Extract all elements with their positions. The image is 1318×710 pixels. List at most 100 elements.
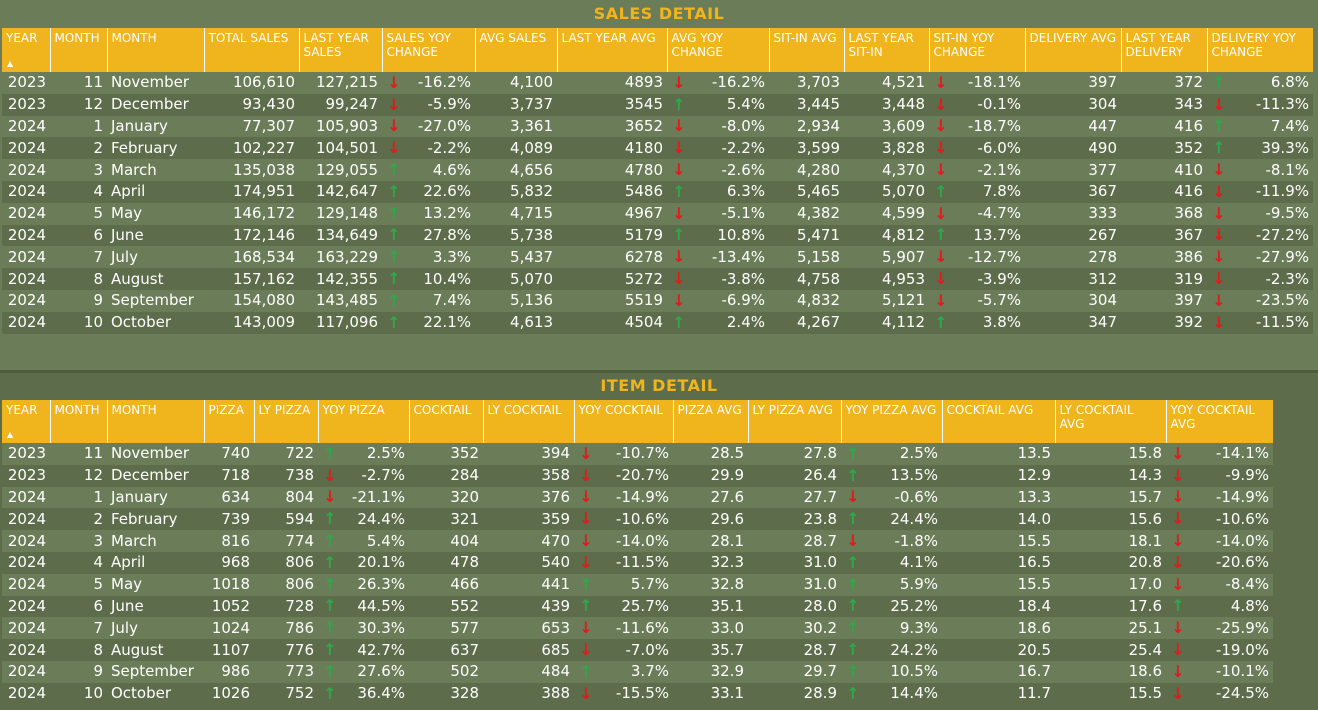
item-col-header[interactable]: YOY PIZZA	[318, 400, 410, 443]
table-row[interactable]: 2023 12 December 718 738 ↓ -2.7% 284 358 ↓ -20.7% 2…	[2, 464, 1273, 487]
item-col-header[interactable]: LY PIZZA AVG	[748, 400, 842, 443]
arrow-down-icon: ↓	[934, 94, 948, 114]
value-cell: 33.1	[673, 682, 748, 705]
change-value: 42.7%	[357, 640, 405, 659]
arrow-down-icon: ↓	[1212, 269, 1226, 289]
value-cell: 154,080	[204, 289, 299, 312]
change-cell: ↓ -18.7%	[929, 115, 1025, 138]
arrow-up-icon: ↑	[846, 618, 860, 638]
value-cell: 4,758	[769, 268, 844, 290]
sort-ascending-icon[interactable]: ▲	[7, 59, 14, 68]
sales-col-header[interactable]: TOTAL SALES	[204, 28, 300, 72]
arrow-up-icon: ↑	[579, 574, 593, 594]
sales-col-header[interactable]: DELIVERY YOY CHANGE	[1207, 28, 1313, 72]
item-col-header[interactable]: YOY COCKTAIL	[574, 400, 674, 443]
arrow-up-icon: ↑	[387, 160, 401, 180]
item-col-header[interactable]: COCKTAIL	[409, 400, 484, 443]
arrow-down-icon: ↓	[672, 72, 686, 92]
table-row[interactable]: 2024 9 September 154,080 143,485 ↑ 7.4% 5,136 55…	[2, 289, 1313, 312]
change-cell: ↑ 22.6%	[382, 180, 475, 203]
value-cell: 2024	[2, 682, 50, 705]
table-row[interactable]: 2024 9 September 986 773 ↑ 27.6% 502 484 ↑ 3.7% 32.…	[2, 660, 1273, 683]
sort-ascending-icon[interactable]: ▲	[7, 430, 14, 439]
change-value: -10.6%	[615, 509, 669, 528]
value-cell: 15.5	[1055, 682, 1166, 705]
change-value: -10.7%	[615, 444, 669, 463]
sales-col-header[interactable]: MONTH	[107, 28, 205, 72]
change-cell: ↓ -5.9%	[382, 93, 475, 116]
change-cell: ↑ 7.8%	[929, 180, 1025, 203]
value-cell: 4,267	[769, 311, 844, 334]
table-row[interactable]: 2024 8 August 1107 776 ↑ 42.7% 637 685 ↓ -7.0% 35.7…	[2, 639, 1273, 661]
value-cell: 739	[204, 508, 254, 531]
value-cell: 5,121	[844, 289, 929, 312]
item-col-header[interactable]: MONTH	[107, 400, 205, 443]
sales-col-header[interactable]: SALES YOY CHANGE	[382, 28, 476, 72]
change-value: -5.7%	[977, 291, 1021, 310]
value-cell: 3,828	[844, 137, 929, 160]
table-row[interactable]: 2023 12 December 93,430 99,247 ↓ -5.9% 3,737 354…	[2, 93, 1313, 116]
change-value: 2.5%	[899, 444, 938, 463]
table-row[interactable]: 2023 11 November 740 722 ↑ 2.5% 352 394 ↓ -10.7% 28…	[2, 443, 1273, 465]
table-row[interactable]: 2024 7 July 168,534 163,229 ↑ 3.3% 5,437 6278 ↓ -1…	[2, 246, 1313, 269]
arrow-down-icon: ↓	[1171, 661, 1185, 681]
table-row[interactable]: 2024 1 January 634 804 ↓ -21.1% 320 376 ↓ -14.9% 27…	[2, 486, 1273, 509]
panel-divider	[0, 370, 1318, 373]
table-row[interactable]: 2024 6 June 172,146 134,649 ↑ 27.8% 5,738 5179 ↑ 1…	[2, 224, 1313, 247]
table-row[interactable]: 2024 3 March 135,038 129,055 ↑ 4.6% 4,656 4780 ↓ -…	[2, 159, 1313, 181]
change-cell: ↓ -20.7%	[574, 464, 673, 487]
change-cell: ↓ -10.6%	[574, 508, 673, 531]
table-row[interactable]: 2024 2 February 102,227 104,501 ↓ -2.2% 4,089 41…	[2, 137, 1313, 160]
sales-col-header[interactable]: AVG SALES	[475, 28, 558, 72]
arrow-up-icon: ↑	[323, 552, 337, 572]
table-row[interactable]: 2024 7 July 1024 786 ↑ 30.3% 577 653 ↓ -11.6% 33.0 3…	[2, 617, 1273, 640]
sales-col-header[interactable]: MONTH	[50, 28, 108, 72]
table-row[interactable]: 2024 1 January 77,307 105,903 ↓ -27.0% 3,361 365…	[2, 115, 1313, 138]
table-row[interactable]: 2024 10 October 1026 752 ↑ 36.4% 328 388 ↓ -15.5% 3…	[2, 682, 1273, 705]
sales-col-header[interactable]: SIT-IN AVG	[769, 28, 845, 72]
table-row[interactable]: 2024 2 February 739 594 ↑ 24.4% 321 359 ↓ -10.6% 29…	[2, 508, 1273, 531]
arrow-down-icon: ↓	[579, 465, 593, 485]
sales-col-header[interactable]: LAST YEAR DELIVERY	[1121, 28, 1208, 72]
item-col-header[interactable]: YEAR ▲	[2, 400, 51, 443]
item-col-header[interactable]: YOY PIZZA AVG	[841, 400, 943, 443]
table-row[interactable]: 2024 4 April 174,951 142,647 ↑ 22.6% 5,832 5486 ↑…	[2, 180, 1313, 203]
item-col-header[interactable]: LY COCKTAIL	[483, 400, 575, 443]
sales-col-header[interactable]: AVG YOY CHANGE	[667, 28, 770, 72]
value-cell: 816	[204, 530, 254, 552]
sales-col-header[interactable]: LAST YEAR SALES	[299, 28, 383, 72]
table-row[interactable]: 2024 4 April 968 806 ↑ 20.1% 478 540 ↓ -11.5% 32.3 3…	[2, 551, 1273, 574]
change-cell: ↑ 25.7%	[574, 595, 673, 618]
item-col-header[interactable]: LY PIZZA	[254, 400, 319, 443]
item-col-header[interactable]: PIZZA AVG	[673, 400, 749, 443]
sales-col-header[interactable]: YEAR ▲	[2, 28, 51, 72]
month-name-cell: November	[107, 443, 204, 465]
arrow-up-icon: ↑	[1171, 596, 1185, 616]
table-row[interactable]: 2024 3 March 816 774 ↑ 5.4% 404 470 ↓ -14.0% 28.1 28…	[2, 530, 1273, 552]
sales-col-header[interactable]: DELIVERY AVG	[1025, 28, 1122, 72]
table-row[interactable]: 2024 5 May 146,172 129,148 ↑ 13.2% 4,715 4967 ↓ -5…	[2, 202, 1313, 225]
table-row[interactable]: 2024 8 August 157,162 142,355 ↑ 10.4% 5,070 5272…	[2, 268, 1313, 290]
item-col-header[interactable]: PIZZA	[204, 400, 255, 443]
table-row[interactable]: 2023 11 November 106,610 127,215 ↓ -16.2% 4,100…	[2, 72, 1313, 94]
item-col-header[interactable]: LY COCKTAIL AVG	[1055, 400, 1167, 443]
table-row[interactable]: 2024 5 May 1018 806 ↑ 26.3% 466 441 ↑ 5.7% 32.8 31.0…	[2, 573, 1273, 596]
sales-col-header[interactable]: LAST YEAR SIT-IN	[844, 28, 930, 72]
month-name-cell: October	[107, 682, 204, 705]
table-row[interactable]: 2024 6 June 1052 728 ↑ 44.5% 552 439 ↑ 25.7% 35.1 28…	[2, 595, 1273, 618]
change-value: -8.1%	[1265, 160, 1309, 179]
item-detail-table[interactable]: YEAR ▲ MONTH MONTH PIZZA LY PIZZA YOY PIZZA COC…	[2, 400, 1273, 705]
value-cell: 106,610	[204, 72, 299, 94]
change-cell: ↑ 6.3%	[667, 180, 769, 203]
sales-col-header-label: SIT-IN YOY CHANGE	[933, 31, 995, 59]
item-col-header[interactable]: COCKTAIL AVG	[942, 400, 1056, 443]
table-row[interactable]: 2024 10 October 143,009 117,096 ↑ 22.1% 4,613 45…	[2, 311, 1313, 334]
sales-detail-table[interactable]: YEAR ▲ MONTH MONTH TOTAL SALES LAST YEAR SALE…	[2, 28, 1313, 334]
value-cell: 804	[254, 486, 318, 509]
sales-col-header[interactable]: LAST YEAR AVG	[557, 28, 668, 72]
item-col-header[interactable]: MONTH	[50, 400, 108, 443]
value-cell: 172,146	[204, 224, 299, 247]
item-col-header[interactable]: YOY COCKTAIL AVG	[1166, 400, 1273, 443]
change-value: -14.0%	[1215, 531, 1269, 550]
sales-col-header[interactable]: SIT-IN YOY CHANGE	[929, 28, 1026, 72]
